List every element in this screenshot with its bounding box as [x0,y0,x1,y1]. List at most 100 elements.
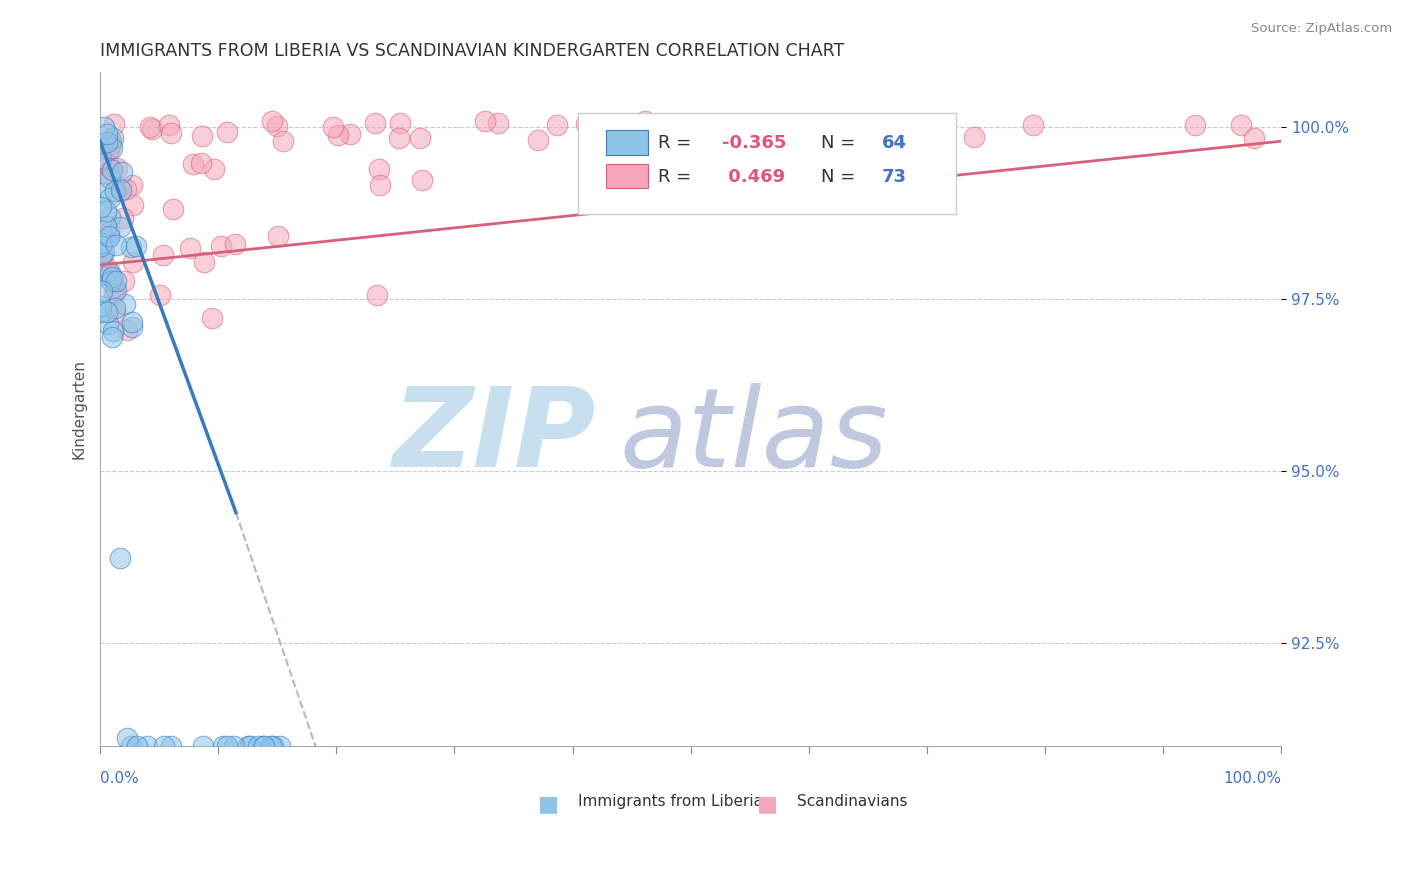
Point [212,739,235,754]
Point [90,252,112,266]
Point [104,279,127,293]
Point [368,162,391,177]
Point [104,184,127,198]
Point [103,117,125,131]
Point [103,286,125,301]
Point [114,297,136,311]
Point [546,118,568,132]
Point [204,162,226,177]
Point [127,739,149,754]
Point [1229,118,1251,132]
Point [710,134,733,148]
Point [93,120,115,135]
Text: N =: N = [821,134,860,153]
Point [90,268,112,282]
Point [98,170,121,185]
Text: Source: ZipAtlas.com: Source: ZipAtlas.com [1251,22,1392,36]
Point [91,284,114,298]
Point [93,136,115,150]
Text: 64: 64 [882,134,907,153]
Point [387,130,409,145]
Point [153,739,176,754]
Point [224,237,246,252]
Text: 0.0%: 0.0% [100,772,139,787]
Point [98,166,121,180]
Point [97,158,120,172]
Point [260,739,283,754]
Point [614,134,637,148]
Text: 0.469: 0.469 [723,168,786,186]
Point [100,161,122,176]
Point [1022,119,1045,133]
Point [190,156,212,170]
Point [93,260,115,274]
Point [103,131,125,145]
Point [411,172,433,186]
Point [141,121,163,136]
Point [124,238,146,252]
Text: Immigrants from Liberia: Immigrants from Liberia [578,794,763,809]
Point [1184,118,1206,132]
Point [215,739,238,754]
Point [104,305,127,319]
Point [269,739,291,754]
Point [201,311,224,326]
Point [90,299,112,313]
Point [120,240,142,254]
Point [239,739,262,754]
Point [110,183,132,197]
Point [90,200,112,214]
Point [1243,131,1265,145]
FancyBboxPatch shape [578,113,956,214]
FancyBboxPatch shape [606,164,648,188]
Point [191,128,214,143]
Point [96,127,118,141]
Point [96,305,118,319]
Point [104,301,127,315]
Point [98,211,121,225]
Point [215,124,238,138]
Point [924,129,946,144]
Point [91,247,114,261]
Point [121,319,143,334]
Point [100,137,122,152]
Point [364,116,387,130]
Point [389,116,412,130]
Point [222,739,245,754]
Point [90,236,112,251]
Point [97,229,120,244]
Point [193,739,215,754]
Point [112,274,135,288]
Point [252,739,274,754]
Point [98,266,121,280]
Point [114,181,136,195]
Point [253,739,276,754]
Point [101,324,124,338]
Text: N =: N = [821,168,860,186]
Point [486,116,509,130]
Point [94,204,117,219]
Point [97,317,120,331]
Text: 73: 73 [882,168,907,186]
Point [101,270,124,285]
Text: ■: ■ [538,794,560,814]
Point [90,151,112,165]
Point [91,186,114,200]
Point [93,245,115,260]
Point [111,211,134,225]
Point [115,323,138,337]
Point [322,120,344,134]
Point [101,141,124,155]
Text: R =: R = [658,168,696,186]
Point [97,229,120,244]
Point [527,133,550,147]
Point [108,179,131,194]
Point [98,191,121,205]
Text: ■: ■ [756,794,778,814]
Point [108,551,131,566]
Text: 100.0%: 100.0% [1223,772,1281,787]
Point [105,237,128,252]
Point [162,202,184,217]
Point [339,127,361,141]
Point [409,131,432,145]
